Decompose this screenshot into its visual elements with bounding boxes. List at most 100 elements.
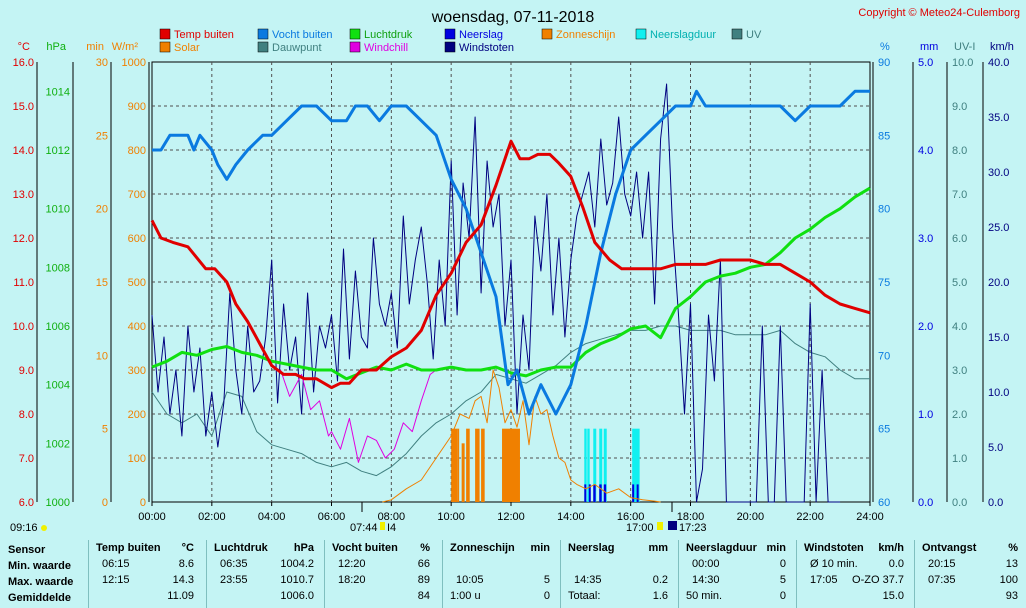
x-tick-label: 02:00 <box>198 511 226 523</box>
col-unit: °C <box>181 542 194 554</box>
col-unit: % <box>1008 542 1018 554</box>
table-col-duur: Neerslagduur min 00:00 0 14:30 5 50 min. 0 <box>682 540 792 608</box>
axis-tick: 1014 <box>46 86 70 98</box>
axis-tick: 25.0 <box>988 222 1009 234</box>
legend-swatch <box>444 41 456 53</box>
col-min-value: 8.6 <box>178 558 194 570</box>
col-unit: % <box>420 542 430 554</box>
neerslag-bar <box>584 484 587 502</box>
axis-tick: 5.0 <box>988 442 1003 454</box>
table-divider <box>560 540 561 608</box>
series-luchtdruk <box>151 186 871 381</box>
legend-label: Temp buiten <box>174 29 234 41</box>
marker-sunset: 17:00 <box>626 522 654 534</box>
table-col-ontv: Ontvangst% 20:15 13 07:35 100 93 <box>918 540 1024 608</box>
zonneschijn-bar <box>461 443 465 502</box>
axis-tick: 9.0 <box>952 101 967 113</box>
neerslagduur-bar <box>593 428 597 502</box>
sunrise-icon <box>380 522 385 530</box>
table-divider <box>324 540 325 608</box>
legend-label: Dauwpunt <box>272 42 322 54</box>
sun-icon <box>41 525 47 531</box>
marker-left: 09:16 <box>10 522 38 534</box>
sunset-icon <box>657 522 663 530</box>
axis-tick: 10 <box>96 350 108 362</box>
legend-label: Vocht buiten <box>272 29 333 41</box>
legend-swatch <box>159 28 171 40</box>
x-tick-label: 14:00 <box>557 511 585 523</box>
axis-tick: 1010 <box>46 204 70 216</box>
col-unit: min <box>766 542 786 554</box>
col-title: Temp buiten <box>96 542 161 554</box>
col-avg-value: 1006.0 <box>280 590 314 602</box>
col-unit: mm <box>648 542 668 554</box>
copyright: Copyright © Meteo24-Culemborg <box>858 7 1020 19</box>
legend-label: Zonneschijn <box>556 29 615 41</box>
table-col-wind: Windstoten km/h Ø 10 min. 0.0 17:05 O-ZO 37.7… <box>800 540 910 608</box>
col-min-time: Ø 10 min. <box>810 558 858 570</box>
col-max-time: 17:05 <box>810 574 838 586</box>
axis-tick: 8.0 <box>19 409 34 421</box>
axis-tick: 20.0 <box>988 277 1009 289</box>
axis-tick: 15.0 <box>13 101 34 113</box>
axis-unit: W/m² <box>112 41 139 53</box>
table-col-vocht: Vocht buiten% 12:20 66 18:20 89 84 <box>328 540 436 608</box>
col-max-value: 100 <box>999 574 1018 586</box>
col-title: Vocht buiten <box>332 542 398 554</box>
axis-tick: 65 <box>878 424 890 436</box>
axis-tick: 12.0 <box>13 233 34 245</box>
neerslag-bar <box>636 484 639 502</box>
col-min-value: 66 <box>417 558 430 570</box>
neerslag-bar <box>632 484 635 502</box>
axis-tick: 6.0 <box>952 233 967 245</box>
neerslag-bar <box>603 484 607 502</box>
axis-tick: 1006 <box>46 321 70 333</box>
col-min-time: 00:00 <box>692 558 720 570</box>
neerslagduur-bar <box>599 428 603 502</box>
axis-unit: mm <box>920 41 938 53</box>
legend-label: Solar <box>174 42 200 54</box>
axis-tick: 70 <box>878 350 890 362</box>
col-max-value: 1010.7 <box>280 574 314 586</box>
neerslagduur-bar <box>603 428 607 502</box>
neerslag-bar <box>599 484 602 502</box>
col-max-value: 14.3 <box>172 574 194 586</box>
x-tick-label: 06:00 <box>318 511 346 523</box>
axis-tick: 16.0 <box>13 57 34 69</box>
marker-sunrise-mark: I4 <box>387 522 396 534</box>
axis-tick: 1004 <box>46 380 70 392</box>
axis-tick: 5.0 <box>918 57 933 69</box>
legend-swatch <box>349 28 361 40</box>
neerslag-bar <box>588 484 591 502</box>
x-tick-label: 22:00 <box>796 511 824 523</box>
table-divider <box>88 540 89 608</box>
axis-tick: 11.0 <box>13 277 34 289</box>
axis-tick: 30.0 <box>988 167 1009 179</box>
axis-unit: hPa <box>46 41 66 53</box>
col-title: Zonneschijn <box>450 542 515 554</box>
series-temp-buiten <box>150 139 871 390</box>
axis-tick: 75 <box>878 277 890 289</box>
axis-tick: 10.0 <box>952 57 973 69</box>
axis-tick: 3.0 <box>918 233 933 245</box>
x-tick-label: 00:00 <box>138 511 166 523</box>
legend-swatch <box>635 28 647 40</box>
axis-tick: 20 <box>96 204 108 216</box>
legend-label: Neerslag <box>459 29 503 41</box>
axis-tick: 4.0 <box>918 145 933 157</box>
axis-tick: 1.0 <box>952 453 967 465</box>
axis-tick: 1000 <box>46 497 70 509</box>
col-min-time: 06:35 <box>220 558 248 570</box>
axis-unit: UV-I <box>954 41 975 53</box>
legend-label: Neerslagduur <box>650 29 716 41</box>
legend-label: Windstoten <box>459 42 514 54</box>
axis-tick: 1000 <box>122 57 146 69</box>
col-max-time: 10:05 <box>456 574 484 586</box>
axis-tick: 15 <box>96 277 108 289</box>
chart-title: woensdag, 07-11-2018 <box>431 9 595 26</box>
axis-tick: 0 <box>140 497 146 509</box>
marker-sunrise: 07:44 <box>350 522 378 534</box>
col-title: Neerslagduur <box>686 542 757 554</box>
axis-tick: 25 <box>96 130 108 142</box>
label-sensor: Sensor <box>8 544 46 556</box>
